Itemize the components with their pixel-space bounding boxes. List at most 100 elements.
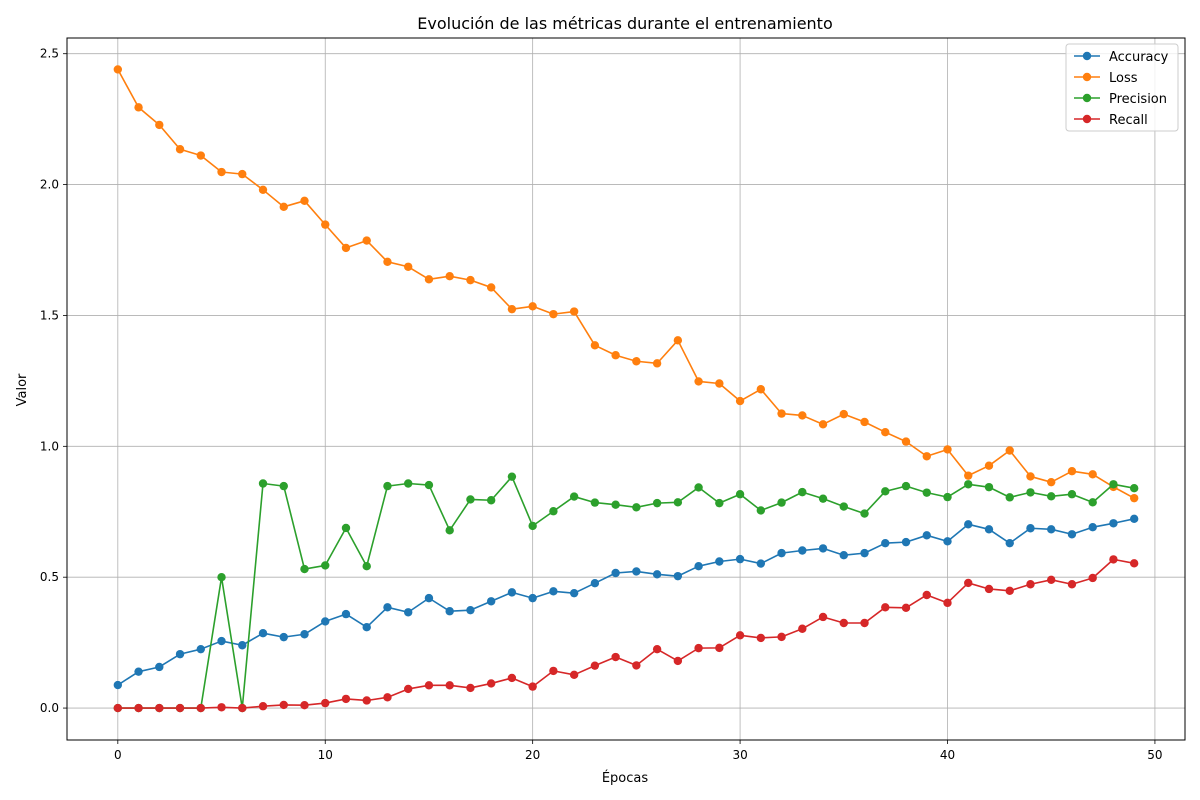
- accuracy-data-point: [341, 609, 351, 619]
- loss-data-point: [964, 471, 973, 480]
- precision-legend-label: Precision: [1109, 92, 1167, 107]
- precision-data-point: [1005, 493, 1014, 502]
- recall-data-point: [881, 603, 890, 612]
- accuracy-data-point: [632, 567, 641, 576]
- accuracy-data-point: [528, 593, 537, 603]
- legend: Accuracy Loss Precision Recall: [1065, 43, 1179, 132]
- recall-legend-marker: [1082, 114, 1092, 124]
- recall-data-point: [404, 684, 413, 694]
- accuracy-data-point: [881, 538, 890, 548]
- accuracy-data-point: [652, 570, 662, 579]
- recall-data-point: [901, 603, 911, 613]
- precision-data-point: [300, 564, 309, 574]
- recall-data-point: [549, 666, 558, 676]
- loss-data-point: [1067, 466, 1077, 476]
- precision-data-point: [943, 492, 952, 502]
- accuracy-data-point: [196, 644, 205, 654]
- loss-data-point: [404, 262, 413, 271]
- accuracy-data-point: [1026, 524, 1035, 533]
- recall-data-point: [279, 700, 288, 710]
- recall-data-point: [445, 681, 454, 690]
- accuracy-data-point: [1129, 514, 1139, 524]
- loss-data-point: [196, 151, 205, 160]
- y-tick-label: 2.5: [40, 47, 59, 61]
- recall-data-point: [1047, 575, 1056, 585]
- loss-data-point: [943, 445, 952, 454]
- loss-data-point: [777, 409, 786, 418]
- recall-data-point: [590, 661, 600, 670]
- loss-data-point: [217, 167, 226, 177]
- precision-data-point: [507, 472, 517, 481]
- loss-data-point: [715, 379, 724, 388]
- loss-data-point: [839, 409, 848, 419]
- precision-data-point: [798, 487, 807, 497]
- accuracy-data-point: [1005, 538, 1014, 548]
- loss-data-point: [860, 417, 869, 427]
- accuracy-data-point: [1067, 530, 1077, 539]
- x-tick-label: 30: [732, 748, 747, 762]
- precision-data-point: [735, 490, 745, 499]
- axes-frame: [66, 37, 1186, 741]
- accuracy-data-point: [300, 630, 309, 639]
- recall-data-point: [134, 703, 143, 713]
- recall-data-point: [1129, 559, 1139, 568]
- loss-data-point: [486, 283, 496, 292]
- precision-data-point: [590, 498, 600, 507]
- recall-data-point: [756, 633, 766, 643]
- loss-data-point: [922, 452, 931, 461]
- precision-data-point: [715, 498, 724, 508]
- x-tick-label: 0: [114, 748, 122, 762]
- recall-data-point: [300, 700, 309, 710]
- grid: [67, 38, 1185, 740]
- recall-data-point: [424, 681, 434, 690]
- loss-data-point: [901, 437, 911, 446]
- precision-data-point: [279, 481, 288, 491]
- recall-data-point: [1067, 580, 1077, 589]
- precision-data-point: [258, 479, 268, 488]
- loss-data-point: [113, 65, 123, 74]
- precision-data-point: [424, 480, 434, 490]
- loss-data-point: [590, 341, 600, 350]
- recall-data-point: [155, 703, 164, 713]
- axis-ticks: 0 10 20 30 40 50 0.0 0.5 1.0 1.5 2.0 2.5: [40, 47, 1163, 762]
- loss-data-point: [632, 357, 641, 366]
- loss-data-point: [1088, 470, 1097, 479]
- accuracy-legend-marker: [1082, 51, 1092, 61]
- accuracy-data-point: [715, 557, 724, 566]
- recall-data-point: [507, 673, 517, 683]
- recall-data-point: [984, 584, 994, 594]
- accuracy-data-point: [258, 629, 268, 638]
- loss-data-point: [549, 309, 558, 319]
- precision-data-point: [569, 492, 579, 501]
- loss-data-point: [1026, 472, 1035, 481]
- loss-data-point: [466, 275, 475, 285]
- accuracy-data-point: [486, 597, 496, 606]
- accuracy-data-point: [466, 605, 475, 615]
- loss-data-point: [341, 243, 351, 253]
- loss-data-point: [175, 145, 185, 154]
- precision-data-point: [1129, 484, 1139, 493]
- loss-data-point: [528, 302, 537, 311]
- precision-data-point: [404, 479, 413, 488]
- accuracy-data-point: [984, 525, 994, 534]
- precision-data-point: [777, 498, 786, 507]
- loss-data-point: [694, 377, 703, 386]
- precision-data-point: [881, 487, 890, 496]
- recall-data-point: [321, 698, 330, 708]
- precision-data-point: [901, 481, 911, 491]
- loss-data-point: [445, 271, 454, 281]
- recall-data-point: [735, 631, 745, 640]
- precision-data-point: [383, 481, 392, 491]
- precision-data-point: [1047, 492, 1056, 501]
- loss-data-point: [424, 275, 434, 284]
- accuracy-data-point: [1047, 525, 1056, 534]
- recall-data-point: [1026, 580, 1035, 589]
- loss-data-point: [383, 257, 392, 266]
- accuracy-data-point: [798, 546, 807, 555]
- y-axis-label: Valor: [15, 373, 30, 406]
- recall-data-point: [777, 632, 786, 642]
- recall-data-point: [175, 703, 185, 713]
- accuracy-data-point: [839, 551, 848, 560]
- accuracy-data-point: [155, 662, 164, 672]
